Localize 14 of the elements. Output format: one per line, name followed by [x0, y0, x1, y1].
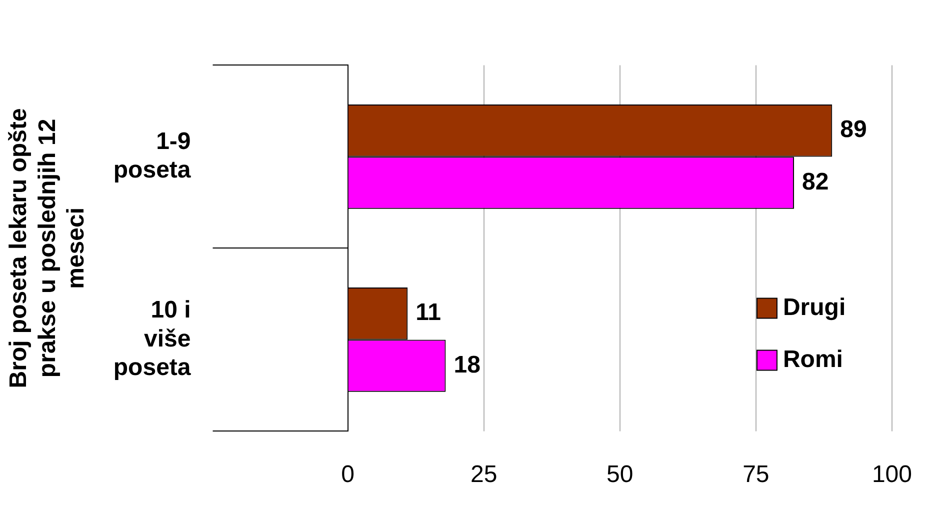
data-label: 82	[802, 168, 829, 196]
x-tick-label: 75	[742, 461, 770, 488]
legend-label: Romi	[782, 346, 843, 373]
x-tick-label: 0	[341, 461, 354, 488]
y-tick-label: 10 i više poseta	[113, 296, 192, 382]
y-tick-label: 1-9 poseta	[113, 128, 192, 184]
y-axis-title: Broj poseta lekaru opšte prakse u poslednjih 12 meseci	[5, 108, 90, 388]
data-label: 18	[454, 351, 480, 378]
x-tick-label: 25	[470, 461, 498, 488]
legend-label: Drugi	[782, 294, 846, 321]
x-tick-label: 50	[606, 461, 634, 488]
data-label: 11	[416, 299, 441, 326]
data-label: 89	[840, 116, 867, 144]
x-tick-label: 100	[872, 461, 912, 488]
